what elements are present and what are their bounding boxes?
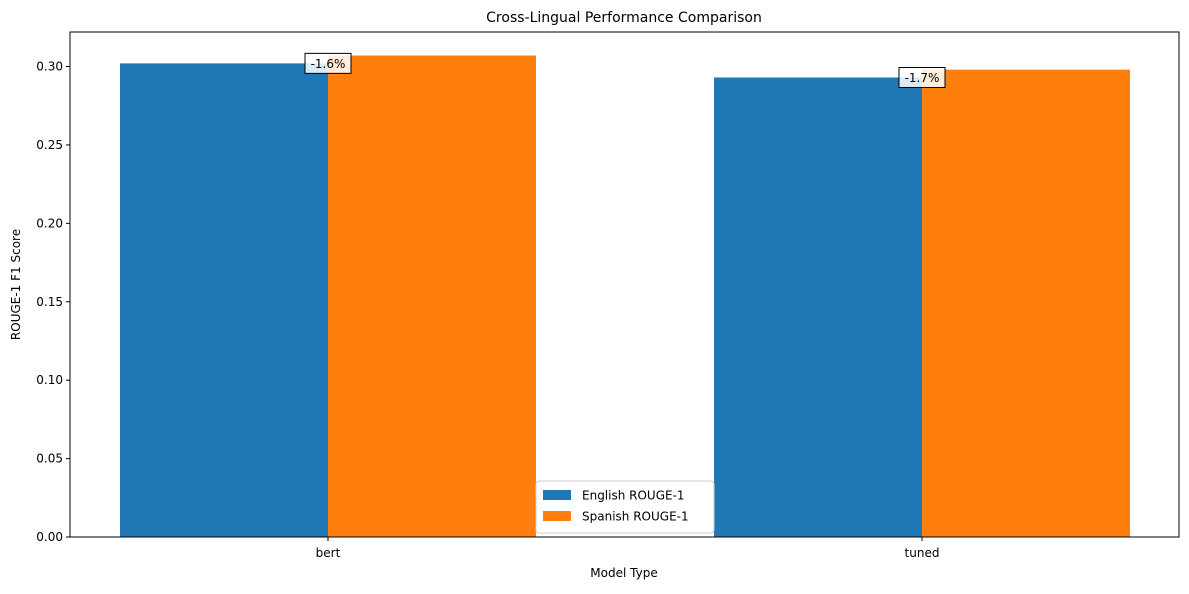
x-tick-label-bert: bert <box>316 546 341 560</box>
y-tick-label: 0.05 <box>36 452 63 466</box>
legend: English ROUGE-1 Spanish ROUGE-1 <box>535 480 715 534</box>
y-tick-label: 0.20 <box>36 216 63 230</box>
legend-box <box>535 480 715 534</box>
legend-entry-label: English ROUGE-1 <box>582 489 685 503</box>
annotations-layer: -1.6% -1.7% <box>304 52 946 88</box>
x-tick-label-tuned: tuned <box>905 546 940 560</box>
chart-title: Cross-Lingual Performance Comparison <box>486 10 762 26</box>
y-tick-label: 0.25 <box>36 138 63 152</box>
legend-swatch <box>543 490 571 500</box>
bar-english-rouge-1-tuned <box>714 77 922 537</box>
annotation-label-bert: -1.6% <box>311 57 346 71</box>
annotation-box-bert <box>304 52 352 74</box>
bars-layer <box>120 55 1130 538</box>
x-axis: bert tuned <box>316 537 940 560</box>
x-axis-label: Model Type <box>590 566 657 580</box>
y-tick-label: 0.15 <box>36 295 63 309</box>
annotation-box-tuned <box>898 66 946 88</box>
y-tick-label: 0.30 <box>36 60 63 74</box>
y-tick-label: 0.00 <box>36 530 63 544</box>
annotation-label-tuned: -1.7% <box>905 71 940 85</box>
y-axis-label: ROUGE-1 F1 Score <box>9 229 23 340</box>
legend-swatch <box>543 511 571 521</box>
y-tick-label: 0.10 <box>36 373 63 387</box>
legend-entry-label: Spanish ROUGE-1 <box>582 510 689 524</box>
bar-spanish-rouge-1-tuned <box>922 69 1130 537</box>
bar-spanish-rouge-1-bert <box>328 55 536 538</box>
y-axis: 0.00 0.05 0.10 0.15 0.20 0.25 0.30 <box>36 60 70 544</box>
bar-english-rouge-1-bert <box>120 63 328 538</box>
plot-frame <box>69 31 1180 538</box>
